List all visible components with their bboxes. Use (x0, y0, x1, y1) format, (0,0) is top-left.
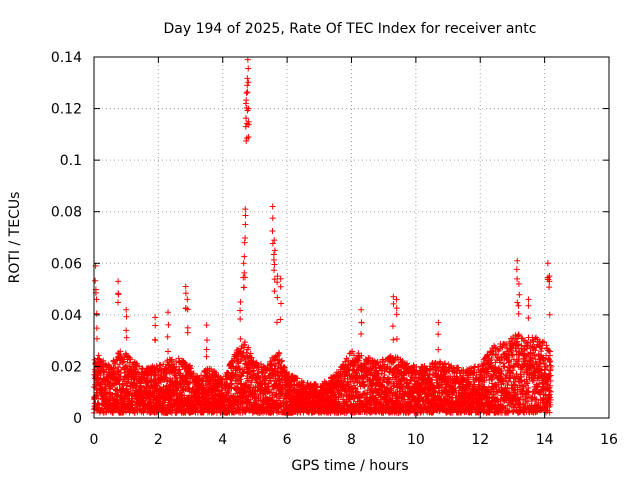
data-point (210, 409, 217, 416)
grid-lines (94, 57, 609, 418)
data-point (173, 363, 180, 370)
data-point (190, 370, 197, 377)
data-point (122, 392, 129, 399)
data-point (178, 393, 185, 399)
data-point (127, 356, 134, 363)
data-point (169, 356, 176, 363)
data-point (182, 359, 189, 366)
data-point (212, 392, 219, 399)
data-point (144, 365, 151, 372)
data-points (91, 56, 554, 416)
data-point (118, 366, 125, 373)
data-point (163, 374, 170, 381)
data-point (163, 370, 170, 377)
data-point (126, 355, 133, 362)
data-point (129, 398, 136, 405)
data-point (116, 361, 123, 368)
data-point (119, 359, 126, 366)
data-point (117, 351, 124, 358)
data-point (144, 385, 151, 392)
data-point (112, 365, 119, 372)
data-point (106, 385, 113, 392)
data-point (123, 382, 130, 389)
data-point (176, 366, 183, 373)
data-point (185, 380, 192, 387)
data-point (100, 357, 107, 364)
data-point (184, 376, 191, 383)
data-point (110, 409, 117, 416)
data-point (172, 358, 179, 365)
data-point (155, 368, 162, 375)
data-point (136, 363, 143, 370)
data-point (152, 372, 159, 379)
data-point (157, 362, 164, 369)
